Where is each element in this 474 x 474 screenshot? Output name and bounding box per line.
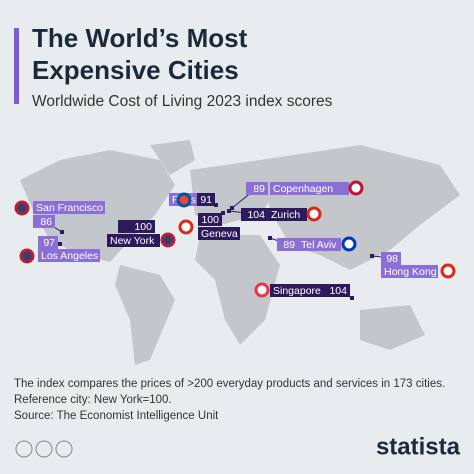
city-label: Geneva 100: [178, 211, 240, 240]
city-name: Copenhagen: [273, 183, 333, 195]
city-dot: [227, 209, 231, 213]
city-value: 86: [40, 216, 52, 228]
value-box: [198, 213, 222, 226]
city-name: New York: [110, 235, 155, 247]
name-box: [298, 238, 341, 251]
city-name: Tel Aviv: [301, 239, 337, 251]
city-name: Hong Kong: [384, 266, 437, 278]
name-box: [33, 201, 105, 214]
city-value: 98: [386, 253, 398, 265]
title-line-1: The World’s Most: [32, 23, 248, 53]
source: Source: The Economist Intelligence Unit: [14, 410, 219, 422]
city-value: 100: [134, 221, 152, 233]
license-icons: [15, 440, 73, 458]
city-dot: [58, 242, 62, 246]
name-box: [107, 234, 160, 247]
city-name: Zurich: [271, 209, 300, 221]
value-box: [277, 238, 298, 251]
subtitle: Worldwide Cost of Living 2023 index scor…: [32, 93, 333, 110]
city-label: Tel Aviv 89: [268, 236, 357, 252]
city-name: Geneva: [201, 228, 238, 240]
name-box: [381, 265, 438, 278]
value-box: [381, 252, 401, 265]
city-name: Los Angeles: [41, 250, 98, 262]
city-label: San Francisco 86: [14, 200, 105, 234]
city-label: Zurich 104: [227, 206, 322, 222]
city-dot: [221, 211, 225, 215]
city-name: Singapore: [273, 285, 321, 297]
city-value: 104: [247, 209, 265, 221]
accent-bar: [14, 28, 19, 104]
note: The index compares the prices of >200 ev…: [14, 378, 445, 390]
value-box: [325, 284, 350, 297]
name-box: [198, 227, 240, 240]
flag: [341, 236, 357, 252]
flag: [440, 263, 456, 279]
city-dot: [60, 230, 64, 234]
name-box: [270, 284, 325, 297]
flag: [348, 180, 364, 196]
value-box: [33, 215, 55, 228]
note: Reference city: New York=100.: [14, 394, 172, 406]
name-box: [38, 249, 100, 262]
city-name: San Francisco: [36, 202, 103, 214]
city-value: 97: [43, 237, 55, 249]
name-box: [270, 182, 349, 195]
value-box: [246, 182, 268, 195]
city-label: Singapore 104: [254, 282, 354, 300]
value-box: [197, 193, 215, 206]
value-box: [38, 236, 58, 249]
city-value: 89: [283, 239, 295, 251]
city-label: Copenhagen 89: [230, 180, 364, 210]
name-box: [268, 208, 307, 221]
city-value: 100: [201, 214, 219, 226]
flag: [306, 206, 322, 222]
value-box: [241, 208, 268, 221]
title-line-2: Expensive Cities: [32, 55, 239, 85]
flag: [14, 200, 30, 216]
city-label: New York 100: [107, 220, 176, 248]
flag: [160, 232, 176, 248]
city-dot: [370, 254, 374, 258]
city-dot: [230, 206, 234, 210]
city-value: 104: [329, 285, 347, 297]
city-value: 89: [253, 183, 265, 195]
city-dot: [214, 203, 218, 207]
flag: [254, 282, 270, 298]
city-label: Paris91: [169, 192, 218, 208]
flag: [178, 219, 194, 235]
value-box: [118, 220, 155, 233]
flag: [176, 192, 192, 208]
city-dot: [268, 236, 272, 240]
brand-logo: statista: [376, 433, 461, 460]
city-dot: [350, 296, 354, 300]
flag: [19, 248, 35, 264]
city-value: 91: [200, 194, 212, 206]
